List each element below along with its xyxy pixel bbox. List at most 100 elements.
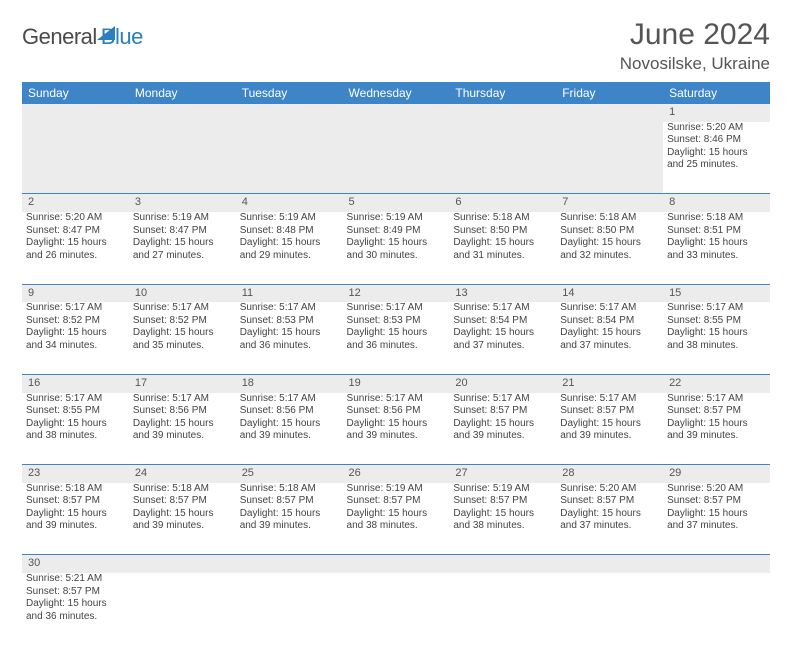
daylight-line: Daylight: 15 hours and 35 minutes. (133, 327, 232, 352)
day-number: 26 (343, 465, 450, 483)
sunrise-line: Sunrise: 5:18 AM (240, 483, 339, 496)
day-cell: Sunrise: 5:17 AMSunset: 8:54 PMDaylight:… (449, 302, 556, 374)
sunrise-line: Sunrise: 5:17 AM (560, 393, 659, 406)
day-cell: Sunrise: 5:17 AMSunset: 8:52 PMDaylight:… (22, 302, 129, 374)
day-number (22, 104, 129, 122)
day-number: 6 (449, 194, 556, 212)
week-row: Sunrise: 5:20 AMSunset: 8:46 PMDaylight:… (22, 122, 770, 194)
daylight-line: Daylight: 15 hours and 32 minutes. (560, 237, 659, 262)
week-row: Sunrise: 5:17 AMSunset: 8:55 PMDaylight:… (22, 393, 770, 465)
sunrise-line: Sunrise: 5:19 AM (347, 483, 446, 496)
sunset-line: Sunset: 8:56 PM (347, 405, 446, 418)
day-number: 24 (129, 465, 236, 483)
sunset-line: Sunset: 8:53 PM (240, 315, 339, 328)
daynum-row: 30 (22, 555, 770, 573)
daylight-line: Daylight: 15 hours and 37 minutes. (453, 327, 552, 352)
day-cell (343, 573, 450, 645)
sunset-line: Sunset: 8:50 PM (453, 225, 552, 238)
page-header: General Blue June 2024 Novosilske, Ukrai… (22, 18, 770, 74)
daylight-line: Daylight: 15 hours and 39 minutes. (347, 418, 446, 443)
sunrise-line: Sunrise: 5:19 AM (347, 212, 446, 225)
week-row: Sunrise: 5:21 AMSunset: 8:57 PMDaylight:… (22, 573, 770, 645)
daylight-line: Daylight: 15 hours and 37 minutes. (560, 327, 659, 352)
daylight-line: Daylight: 15 hours and 29 minutes. (240, 237, 339, 262)
brand-part1: General (22, 24, 97, 50)
day-cell: Sunrise: 5:18 AMSunset: 8:50 PMDaylight:… (556, 212, 663, 284)
sunrise-line: Sunrise: 5:17 AM (240, 393, 339, 406)
day-cell: Sunrise: 5:17 AMSunset: 8:55 PMDaylight:… (22, 393, 129, 465)
day-number (663, 555, 770, 573)
sunrise-line: Sunrise: 5:18 AM (667, 212, 766, 225)
daylight-line: Daylight: 15 hours and 39 minutes. (667, 418, 766, 443)
daylight-line: Daylight: 15 hours and 39 minutes. (26, 508, 125, 533)
sunrise-line: Sunrise: 5:17 AM (26, 393, 125, 406)
sunset-line: Sunset: 8:57 PM (560, 405, 659, 418)
daylight-line: Daylight: 15 hours and 36 minutes. (347, 327, 446, 352)
sunrise-line: Sunrise: 5:17 AM (667, 302, 766, 315)
day-cell (449, 122, 556, 194)
day-number (343, 104, 450, 122)
sunset-line: Sunset: 8:55 PM (667, 315, 766, 328)
day-number: 13 (449, 284, 556, 302)
daylight-line: Daylight: 15 hours and 38 minutes. (453, 508, 552, 533)
day-number (449, 104, 556, 122)
daylight-line: Daylight: 15 hours and 39 minutes. (133, 508, 232, 533)
day-cell: Sunrise: 5:17 AMSunset: 8:57 PMDaylight:… (663, 393, 770, 465)
day-number (556, 555, 663, 573)
sunrise-line: Sunrise: 5:17 AM (347, 393, 446, 406)
sunset-line: Sunset: 8:48 PM (240, 225, 339, 238)
sunset-line: Sunset: 8:57 PM (240, 495, 339, 508)
day-number (129, 104, 236, 122)
sunset-line: Sunset: 8:57 PM (667, 405, 766, 418)
daylight-line: Daylight: 15 hours and 36 minutes. (26, 598, 125, 623)
daylight-line: Daylight: 15 hours and 30 minutes. (347, 237, 446, 262)
day-number: 11 (236, 284, 343, 302)
day-cell: Sunrise: 5:20 AMSunset: 8:57 PMDaylight:… (556, 483, 663, 555)
day-cell (129, 573, 236, 645)
day-cell (22, 122, 129, 194)
day-cell (236, 122, 343, 194)
day-number: 18 (236, 374, 343, 392)
sunset-line: Sunset: 8:57 PM (133, 495, 232, 508)
daylight-line: Daylight: 15 hours and 39 minutes. (240, 508, 339, 533)
day-cell: Sunrise: 5:19 AMSunset: 8:57 PMDaylight:… (449, 483, 556, 555)
calendar-table: SundayMondayTuesdayWednesdayThursdayFrid… (22, 82, 770, 645)
daynum-row: 1 (22, 104, 770, 122)
sunrise-line: Sunrise: 5:19 AM (133, 212, 232, 225)
sunrise-line: Sunrise: 5:18 AM (133, 483, 232, 496)
week-row: Sunrise: 5:20 AMSunset: 8:47 PMDaylight:… (22, 212, 770, 284)
day-header: Thursday (449, 82, 556, 104)
day-number: 30 (22, 555, 129, 573)
day-cell (556, 573, 663, 645)
day-number: 2 (22, 194, 129, 212)
location-label: Novosilske, Ukraine (620, 54, 770, 74)
daylight-line: Daylight: 15 hours and 38 minutes. (347, 508, 446, 533)
day-number (129, 555, 236, 573)
sunset-line: Sunset: 8:57 PM (453, 405, 552, 418)
day-number: 1 (663, 104, 770, 122)
day-cell: Sunrise: 5:20 AMSunset: 8:57 PMDaylight:… (663, 483, 770, 555)
day-cell (236, 573, 343, 645)
brand-part2: Blue (101, 24, 143, 50)
day-cell (663, 573, 770, 645)
sunrise-line: Sunrise: 5:17 AM (347, 302, 446, 315)
day-number: 19 (343, 374, 450, 392)
day-cell: Sunrise: 5:18 AMSunset: 8:51 PMDaylight:… (663, 212, 770, 284)
day-number (556, 104, 663, 122)
sunrise-line: Sunrise: 5:19 AM (240, 212, 339, 225)
day-number: 14 (556, 284, 663, 302)
sunrise-line: Sunrise: 5:18 AM (560, 212, 659, 225)
day-cell: Sunrise: 5:17 AMSunset: 8:56 PMDaylight:… (343, 393, 450, 465)
sunset-line: Sunset: 8:57 PM (347, 495, 446, 508)
sunset-line: Sunset: 8:57 PM (26, 495, 125, 508)
day-number: 16 (22, 374, 129, 392)
day-header: Friday (556, 82, 663, 104)
sunset-line: Sunset: 8:52 PM (133, 315, 232, 328)
sunrise-line: Sunrise: 5:17 AM (667, 393, 766, 406)
day-cell: Sunrise: 5:17 AMSunset: 8:56 PMDaylight:… (236, 393, 343, 465)
day-cell: Sunrise: 5:21 AMSunset: 8:57 PMDaylight:… (22, 573, 129, 645)
day-cell: Sunrise: 5:17 AMSunset: 8:56 PMDaylight:… (129, 393, 236, 465)
sunset-line: Sunset: 8:52 PM (26, 315, 125, 328)
day-cell: Sunrise: 5:19 AMSunset: 8:49 PMDaylight:… (343, 212, 450, 284)
day-cell: Sunrise: 5:17 AMSunset: 8:57 PMDaylight:… (449, 393, 556, 465)
